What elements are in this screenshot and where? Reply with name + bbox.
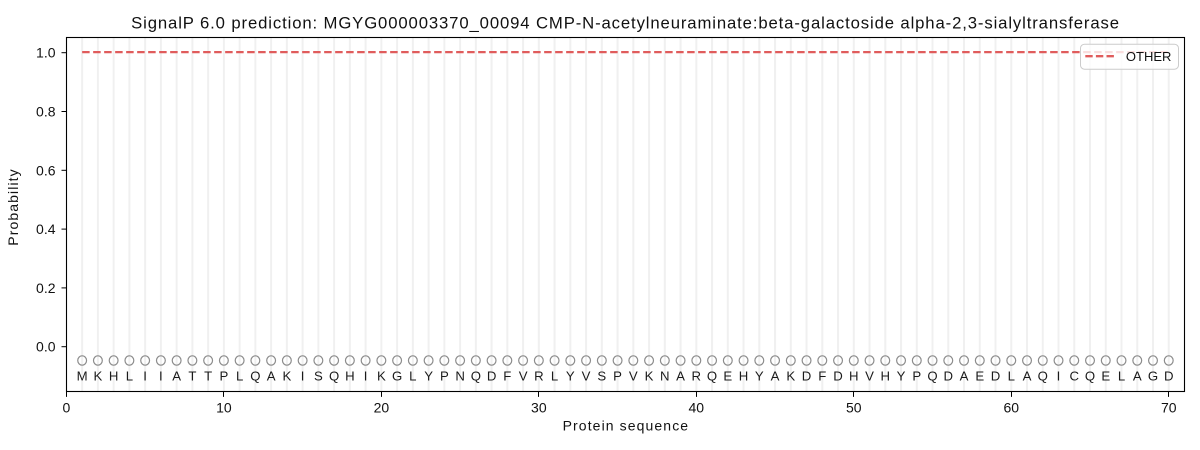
svg-text:V: V	[629, 368, 638, 383]
svg-text:L: L	[1118, 368, 1125, 383]
svg-text:V: V	[582, 368, 591, 383]
svg-text:P: P	[613, 368, 622, 383]
svg-text:D: D	[833, 368, 843, 383]
svg-text:K: K	[377, 368, 386, 383]
svg-text:V: V	[865, 368, 874, 383]
svg-text:S: S	[597, 368, 606, 383]
svg-text:A: A	[1133, 368, 1142, 383]
svg-text:Q: Q	[471, 368, 481, 383]
svg-text:0.0: 0.0	[36, 339, 56, 355]
svg-text:Y: Y	[755, 368, 764, 383]
svg-text:R: R	[534, 368, 544, 383]
svg-text:P: P	[440, 368, 449, 383]
svg-text:R: R	[692, 368, 702, 383]
svg-text:1.0: 1.0	[36, 45, 56, 61]
svg-text:L: L	[126, 368, 133, 383]
svg-text:0.8: 0.8	[36, 104, 56, 120]
svg-text:Q: Q	[1085, 368, 1095, 383]
svg-text:E: E	[723, 368, 732, 383]
svg-text:D: D	[944, 368, 954, 383]
svg-text:A: A	[960, 368, 969, 383]
svg-text:E: E	[975, 368, 984, 383]
svg-text:K: K	[645, 368, 654, 383]
svg-text:K: K	[282, 368, 291, 383]
svg-text:50: 50	[846, 399, 862, 415]
svg-text:D: D	[991, 368, 1001, 383]
svg-text:K: K	[94, 368, 103, 383]
svg-text:G: G	[1148, 368, 1158, 383]
svg-text:H: H	[739, 368, 749, 383]
svg-text:F: F	[818, 368, 826, 383]
svg-text:P: P	[912, 368, 921, 383]
svg-text:T: T	[188, 368, 196, 383]
svg-text:H: H	[849, 368, 859, 383]
svg-text:Protein sequence: Protein sequence	[563, 417, 690, 433]
svg-text:Q: Q	[250, 368, 260, 383]
svg-text:Y: Y	[424, 368, 433, 383]
svg-text:70: 70	[1161, 399, 1177, 415]
svg-text:F: F	[503, 368, 511, 383]
svg-text:Y: Y	[897, 368, 906, 383]
svg-text:S: S	[314, 368, 323, 383]
svg-text:I: I	[364, 368, 368, 383]
svg-text:30: 30	[531, 399, 547, 415]
svg-text:L: L	[236, 368, 243, 383]
svg-text:I: I	[1057, 368, 1061, 383]
svg-text:Q: Q	[329, 368, 339, 383]
svg-text:0.2: 0.2	[36, 280, 56, 296]
svg-text:OTHER: OTHER	[1126, 49, 1172, 64]
svg-text:V: V	[519, 368, 528, 383]
svg-text:40: 40	[689, 399, 705, 415]
svg-text:SignalP 6.0 prediction: MGYG00: SignalP 6.0 prediction: MGYG000003370_00…	[131, 13, 1120, 32]
svg-text:N: N	[660, 368, 670, 383]
svg-text:0: 0	[63, 399, 71, 415]
svg-text:0.4: 0.4	[36, 221, 56, 237]
svg-text:D: D	[802, 368, 812, 383]
svg-text:0.6: 0.6	[36, 162, 56, 178]
svg-text:I: I	[143, 368, 147, 383]
svg-text:H: H	[345, 368, 355, 383]
svg-text:H: H	[881, 368, 891, 383]
svg-text:N: N	[455, 368, 465, 383]
svg-text:D: D	[1164, 368, 1174, 383]
svg-text:Q: Q	[1038, 368, 1048, 383]
svg-text:G: G	[392, 368, 402, 383]
svg-text:20: 20	[374, 399, 390, 415]
svg-text:M: M	[77, 368, 88, 383]
svg-text:A: A	[676, 368, 685, 383]
svg-text:Probability: Probability	[5, 168, 21, 245]
svg-text:Q: Q	[707, 368, 717, 383]
svg-text:D: D	[487, 368, 497, 383]
svg-text:L: L	[551, 368, 558, 383]
svg-text:A: A	[1023, 368, 1032, 383]
svg-text:A: A	[172, 368, 181, 383]
svg-text:K: K	[786, 368, 795, 383]
svg-text:C: C	[1069, 368, 1079, 383]
svg-text:P: P	[219, 368, 228, 383]
svg-text:Y: Y	[566, 368, 575, 383]
svg-text:A: A	[267, 368, 276, 383]
svg-text:10: 10	[216, 399, 232, 415]
svg-text:H: H	[109, 368, 119, 383]
svg-text:A: A	[771, 368, 780, 383]
svg-text:L: L	[409, 368, 416, 383]
svg-text:T: T	[204, 368, 212, 383]
svg-text:E: E	[1101, 368, 1110, 383]
svg-text:I: I	[159, 368, 163, 383]
svg-text:L: L	[1008, 368, 1015, 383]
svg-text:Q: Q	[927, 368, 937, 383]
svg-text:I: I	[301, 368, 305, 383]
svg-text:60: 60	[1003, 399, 1019, 415]
